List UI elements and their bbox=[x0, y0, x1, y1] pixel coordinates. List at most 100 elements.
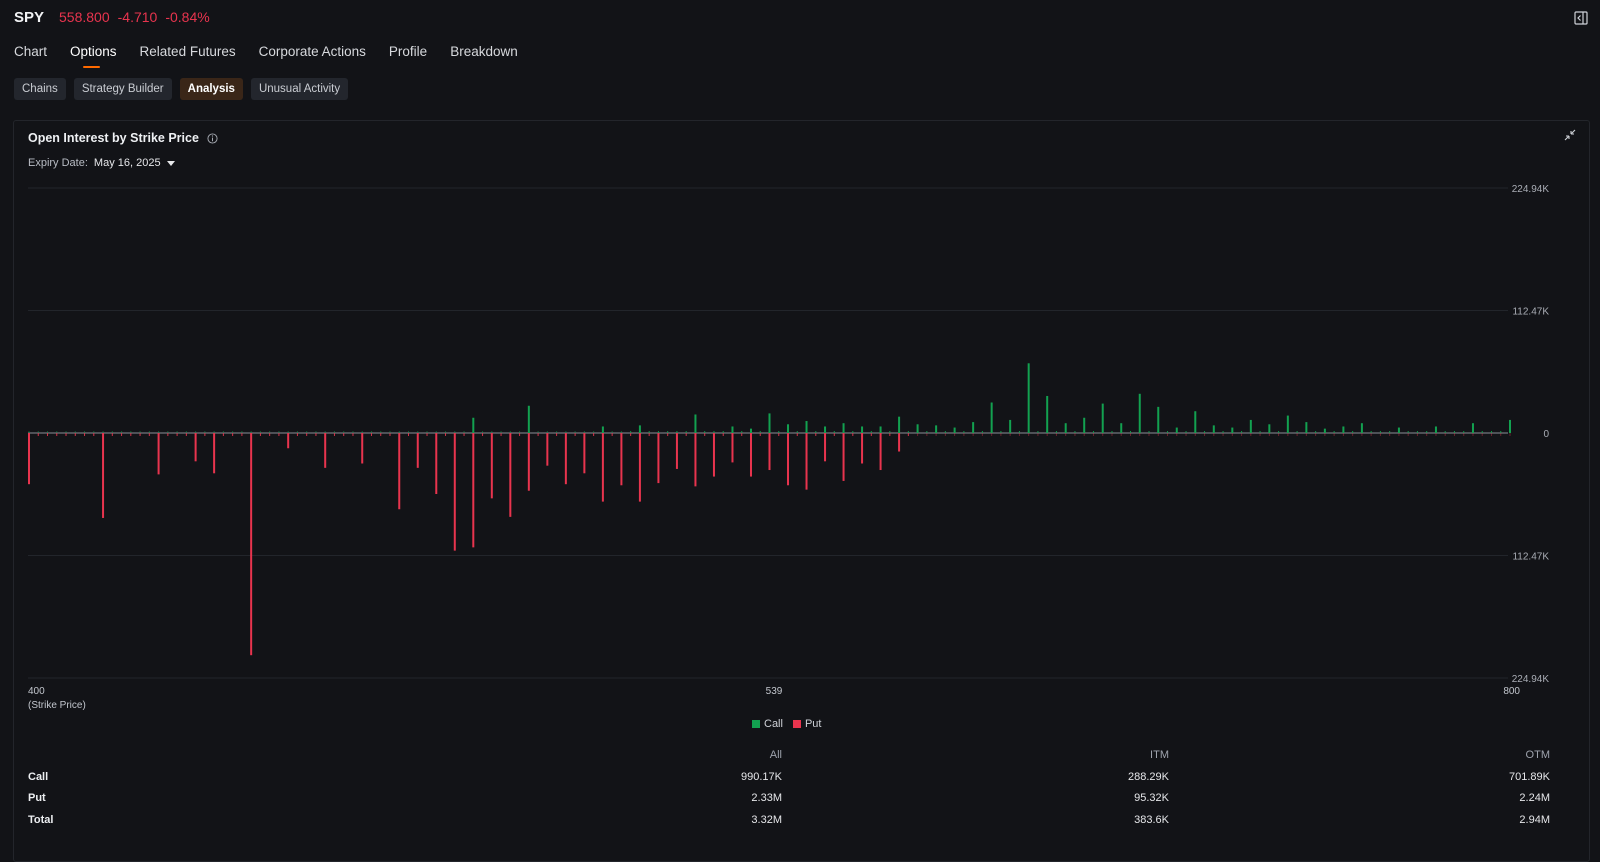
subtab-analysis[interactable]: Analysis bbox=[179, 78, 243, 100]
call-bar-min bbox=[426, 431, 428, 433]
expiry-dropdown[interactable]: May 16, 2025 bbox=[94, 157, 175, 169]
call-bar-min bbox=[815, 431, 817, 433]
put-bar-min bbox=[1250, 433, 1252, 436]
call-bar bbox=[1101, 403, 1104, 433]
put-bar-min bbox=[139, 433, 141, 436]
put-bar bbox=[453, 433, 456, 551]
call-bar bbox=[638, 425, 641, 433]
call-itm: 288.29K bbox=[1128, 770, 1169, 783]
collapse-panel-icon[interactable] bbox=[1574, 11, 1588, 25]
subtab-chains[interactable]: Chains bbox=[14, 78, 66, 100]
chart-legend: Call Put bbox=[752, 718, 821, 730]
call-bar-min bbox=[1444, 431, 1446, 433]
call-bar-min bbox=[1500, 431, 1502, 433]
call-bar bbox=[601, 426, 604, 433]
call-bar-min bbox=[241, 431, 243, 433]
call-bar bbox=[1027, 363, 1030, 433]
call-bar-min bbox=[981, 431, 983, 433]
put-bar-min bbox=[1490, 433, 1492, 436]
put-bar bbox=[564, 433, 567, 485]
open-interest-panel: Open Interest by Strike Price Expiry Dat… bbox=[13, 120, 1590, 862]
call-bar-min bbox=[657, 431, 659, 433]
put-bar-min bbox=[1120, 433, 1122, 436]
legend-call[interactable]: Call bbox=[752, 718, 783, 730]
put-bar-min bbox=[148, 433, 150, 436]
legend-call-swatch bbox=[752, 720, 760, 728]
tab-chart[interactable]: Chart bbox=[14, 44, 48, 59]
put-bar-min bbox=[556, 433, 558, 436]
put-bar bbox=[472, 433, 475, 548]
put-bar bbox=[435, 433, 438, 494]
tab-options[interactable]: Options bbox=[70, 44, 117, 68]
call-bar-min bbox=[417, 431, 419, 433]
legend-put[interactable]: Put bbox=[792, 718, 822, 730]
put-bar-min bbox=[1009, 433, 1011, 436]
header-all: All bbox=[769, 749, 782, 761]
legend-put-label: Put bbox=[804, 718, 822, 730]
call-bar bbox=[879, 426, 882, 433]
call-bar bbox=[953, 427, 956, 433]
put-bar-min bbox=[722, 433, 724, 436]
call-bar bbox=[1268, 424, 1271, 433]
put-bar bbox=[787, 433, 790, 486]
call-bar-min bbox=[491, 431, 493, 433]
x-tick-label: 539 bbox=[766, 686, 783, 697]
subtab-unusual-activity[interactable]: Unusual Activity bbox=[250, 78, 349, 100]
put-bar-min bbox=[1092, 433, 1094, 436]
call-bar-min bbox=[1453, 431, 1455, 433]
call-bar-min bbox=[546, 431, 548, 433]
put-bar-min bbox=[1231, 433, 1233, 436]
put-bar-min bbox=[667, 433, 669, 436]
call-bar-min bbox=[778, 431, 780, 433]
tab-corporate-actions[interactable]: Corporate Actions bbox=[258, 44, 366, 59]
put-bar-min bbox=[574, 433, 576, 436]
summary-table: All ITM OTM Call 990.17K 288.29K 701.89K… bbox=[28, 744, 1550, 830]
call-bar-min bbox=[537, 431, 539, 433]
put-bar-min bbox=[815, 433, 817, 436]
put-otm: 2.24M bbox=[1519, 792, 1550, 804]
put-bar-min bbox=[1472, 433, 1474, 436]
panel-title-row: Open Interest by Strike Price bbox=[28, 131, 218, 145]
tab-profile[interactable]: Profile bbox=[388, 44, 428, 59]
put-bar-min bbox=[315, 433, 317, 436]
put-bar-min bbox=[1157, 433, 1159, 436]
put-bar-min bbox=[1185, 433, 1187, 436]
call-bar-min bbox=[1389, 431, 1391, 433]
summary-header: All ITM OTM bbox=[28, 744, 1550, 766]
call-bar bbox=[1138, 393, 1141, 433]
call-bar-min bbox=[1370, 431, 1372, 433]
put-bar bbox=[509, 433, 512, 517]
tab-breakdown[interactable]: Breakdown bbox=[450, 44, 518, 59]
put-bar-min bbox=[1102, 433, 1104, 436]
put-bar-min bbox=[37, 433, 39, 436]
tab-related-futures[interactable]: Related Futures bbox=[139, 44, 236, 59]
legend-call-label: Call bbox=[764, 718, 783, 730]
call-bar-min bbox=[1296, 431, 1298, 433]
call-bar-min bbox=[1352, 431, 1354, 433]
call-bar-min bbox=[352, 431, 354, 433]
y-tick-label: 224.94K bbox=[1512, 184, 1550, 195]
call-bar bbox=[1064, 423, 1067, 433]
call-bar bbox=[694, 414, 697, 433]
put-bar bbox=[879, 433, 882, 471]
subtab-strategy-builder[interactable]: Strategy Builder bbox=[73, 78, 172, 100]
put-bar-min bbox=[926, 433, 928, 436]
put-bar-min bbox=[889, 433, 891, 436]
put-bar-min bbox=[167, 433, 169, 436]
call-bar-min bbox=[1333, 431, 1335, 433]
info-icon[interactable] bbox=[207, 132, 218, 144]
call-bar-min bbox=[84, 431, 86, 433]
put-bar-min bbox=[611, 433, 613, 436]
put-bar-min bbox=[991, 433, 993, 436]
call-bar bbox=[824, 426, 827, 433]
put-bar-min bbox=[1000, 433, 1002, 436]
put-bar-min bbox=[963, 433, 965, 436]
put-bar-min bbox=[204, 433, 206, 436]
put-bar-min bbox=[759, 433, 761, 436]
put-bar bbox=[287, 433, 290, 449]
put-bar-min bbox=[1278, 433, 1280, 436]
minimize-icon[interactable] bbox=[1564, 129, 1576, 141]
put-bar-min bbox=[1028, 433, 1030, 436]
x-tick-label: 800 bbox=[1503, 686, 1520, 697]
call-bar-min bbox=[1148, 431, 1150, 433]
